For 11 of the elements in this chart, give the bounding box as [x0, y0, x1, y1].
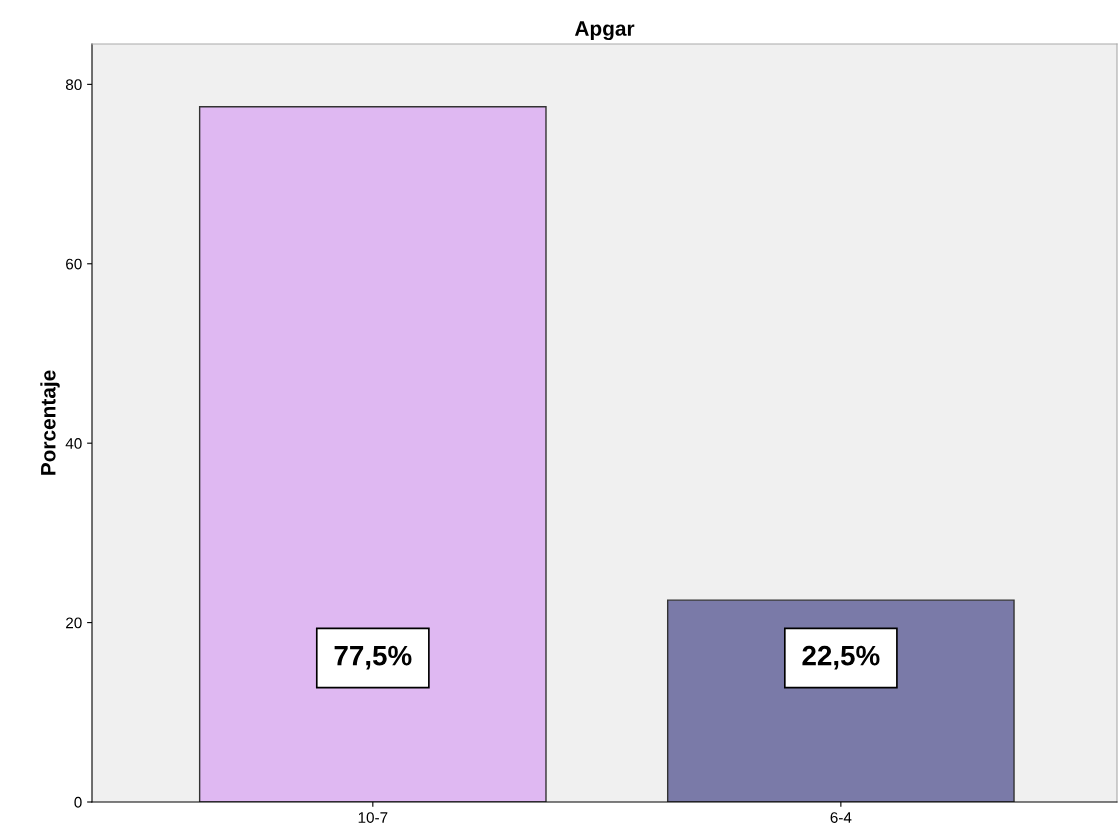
chart-title: Apgar: [574, 21, 635, 41]
y-tick-label: 80: [65, 79, 82, 91]
y-tick-label: 40: [65, 438, 82, 449]
y-axis-title: Porcentaje: [40, 370, 60, 475]
y-tick-label: 0: [74, 796, 82, 808]
y-tick-label: 20: [66, 617, 82, 629]
y-tick-label: 60: [66, 258, 82, 270]
data-label: 22,5%: [802, 645, 880, 670]
data-label: 77,5%: [334, 645, 412, 670]
x-tick-label: 10-7: [358, 812, 388, 823]
x-tick-label: 6-4: [830, 812, 852, 823]
